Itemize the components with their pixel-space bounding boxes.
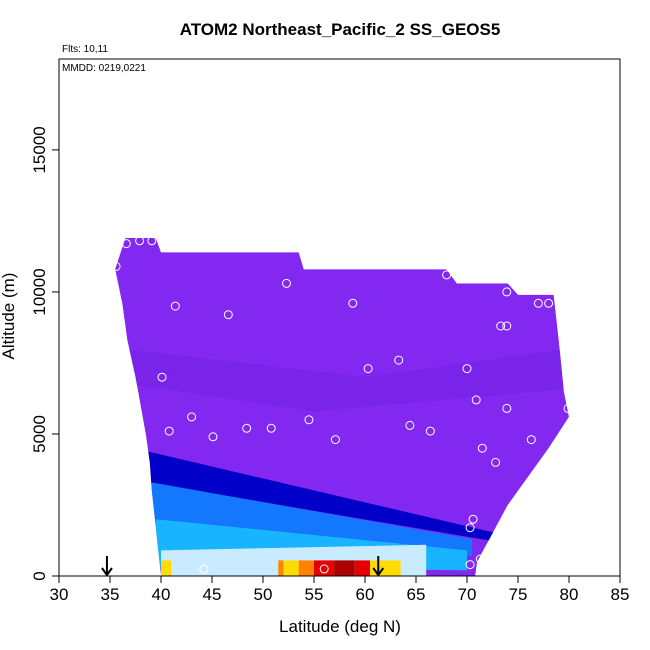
y-tick-label: 15000 <box>30 126 49 173</box>
surface-cell <box>314 560 335 576</box>
sample-point <box>147 236 157 246</box>
x-tick-label: 60 <box>356 585 375 604</box>
sample-points <box>111 236 573 574</box>
field-streak <box>120 348 569 412</box>
band-mid_blue <box>150 482 473 557</box>
x-tick-label: 55 <box>305 585 324 604</box>
sample-point <box>405 420 415 430</box>
sample-point <box>533 298 543 308</box>
x-tick-label: 75 <box>509 585 528 604</box>
x-tick-label: 85 <box>611 585 630 604</box>
arrow-icon <box>101 556 113 577</box>
surface-cell <box>278 560 284 576</box>
sample-point <box>394 355 404 365</box>
y-tick-label: 10000 <box>30 268 49 315</box>
sample-point <box>111 261 121 271</box>
y-tick-label: 0 <box>30 571 49 580</box>
arrow-icon <box>372 556 385 577</box>
surface-cell <box>171 560 279 576</box>
x-axis-label: Latitude (deg N) <box>279 617 401 636</box>
x-tick-label: 40 <box>152 585 171 604</box>
sample-point <box>223 310 233 320</box>
x-tick-label: 50 <box>254 585 273 604</box>
sample-point <box>502 321 512 331</box>
surface-cell <box>385 560 401 576</box>
x-tick-label: 65 <box>407 585 426 604</box>
sample-point <box>496 321 506 331</box>
sample-point <box>544 298 554 308</box>
sample-point <box>363 364 373 374</box>
sample-point <box>242 423 252 433</box>
sample-point <box>304 415 314 425</box>
surface-cell <box>283 560 299 576</box>
surface-cell <box>298 560 314 576</box>
sample-point <box>465 560 475 570</box>
sample-point <box>330 435 340 445</box>
sample-point <box>164 426 174 436</box>
sample-point <box>135 236 145 246</box>
y-tick-label: 5000 <box>30 415 49 453</box>
sample-point <box>187 412 197 422</box>
x-tick-label: 30 <box>50 585 69 604</box>
plot-frame <box>58 58 621 577</box>
x-tick-label: 35 <box>101 585 120 604</box>
sample-point <box>348 298 358 308</box>
sample-point <box>199 564 209 574</box>
arrow-head <box>372 567 385 577</box>
field-body <box>115 238 569 576</box>
sample-point <box>282 278 291 288</box>
sample-point <box>477 443 487 453</box>
surface-cell <box>161 560 172 576</box>
flights-label: Flts: 10,11 <box>62 44 108 55</box>
sample-point <box>491 457 501 467</box>
sample-point <box>502 403 512 413</box>
sample-point <box>563 403 573 413</box>
x-tick-label: 45 <box>203 585 222 604</box>
plot-area <box>101 236 573 577</box>
surface-cell <box>334 560 355 576</box>
concentration-field <box>115 238 569 576</box>
sample-point <box>468 514 478 524</box>
sample-point <box>502 287 512 297</box>
y-axis-label: Altitude (m) <box>0 273 18 360</box>
sample-point <box>442 270 452 280</box>
sample-point <box>157 372 167 382</box>
sample-point <box>208 432 218 442</box>
sample-point <box>465 523 475 533</box>
sample-point <box>425 426 435 436</box>
band-deep_blue <box>145 451 498 542</box>
sample-point <box>475 554 485 564</box>
surface-cell <box>400 560 411 576</box>
dates-label: MMDD: 0219,0221 <box>62 63 146 74</box>
sample-point <box>462 364 472 374</box>
arrow-head <box>101 567 113 577</box>
sample-point <box>121 239 131 249</box>
lat-markers <box>101 556 385 577</box>
y-axis: 0 5000 10000 15000 <box>30 126 59 581</box>
surface-cell <box>354 560 371 576</box>
sample-point <box>266 423 276 433</box>
sample-point <box>170 301 180 311</box>
sample-point <box>319 564 329 574</box>
sample-point <box>526 435 536 445</box>
chart-title: ATOM2 Northeast_Pacific_2 SS_GEOS5 <box>180 20 501 39</box>
x-tick-label: 80 <box>560 585 579 604</box>
x-axis: 30 35 40 45 50 55 60 65 70 75 80 85 <box>50 576 630 604</box>
x-tick-label: 70 <box>458 585 477 604</box>
sample-point <box>471 395 481 405</box>
